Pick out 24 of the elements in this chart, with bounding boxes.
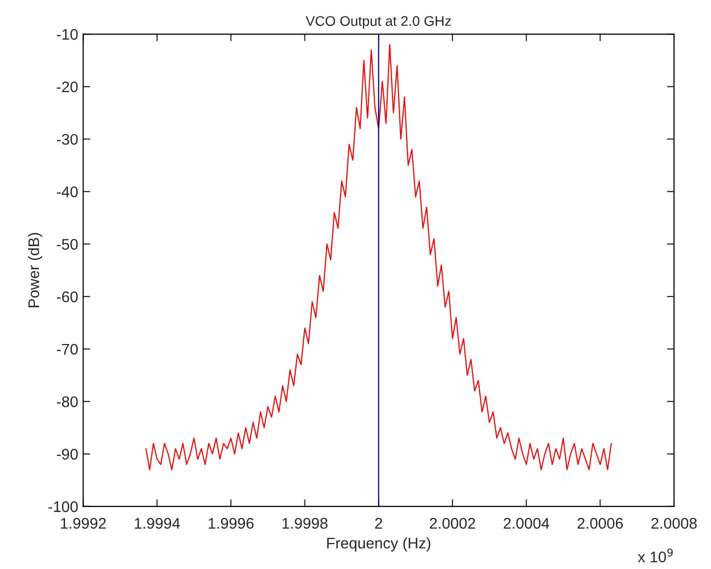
x-tick-label: 1.9996 bbox=[208, 518, 254, 529]
y-tick-label: -30 bbox=[56, 134, 78, 145]
x-tick-label: 2.0008 bbox=[651, 518, 697, 529]
y-tick-label: -40 bbox=[56, 186, 78, 198]
x-axis-title: Frequency (Hz) bbox=[327, 537, 430, 552]
x-tick-label: 1.9998 bbox=[282, 518, 328, 529]
y-tick-label: -10 bbox=[56, 29, 78, 40]
x-tick-label: 1.9994 bbox=[134, 518, 180, 529]
text: x 10$^{9}$ bbox=[638, 548, 673, 562]
y-tick-label: -50 bbox=[56, 238, 78, 250]
y-tick-label: -100 bbox=[48, 501, 78, 512]
y-tick-label: -90 bbox=[56, 448, 78, 460]
x-tick-label: 1.9992 bbox=[60, 518, 106, 529]
x-tick-label: 2 bbox=[375, 518, 382, 529]
y-tick-label: -20 bbox=[56, 81, 78, 92]
x-tick-label: 2.0004 bbox=[504, 518, 550, 529]
y-tick-label: -60 bbox=[56, 291, 78, 302]
x-tick-label: 2.0002 bbox=[430, 518, 476, 529]
y-tick-label: -70 bbox=[56, 344, 78, 355]
line-series bbox=[145, 44, 612, 470]
chart-title: VCO Output at 2.0 GHz bbox=[306, 16, 451, 29]
y-axis-title: Power (dB) bbox=[28, 233, 42, 308]
y-tick-label: -80 bbox=[56, 396, 78, 408]
x-tick-label: 2.0006 bbox=[578, 518, 623, 529]
